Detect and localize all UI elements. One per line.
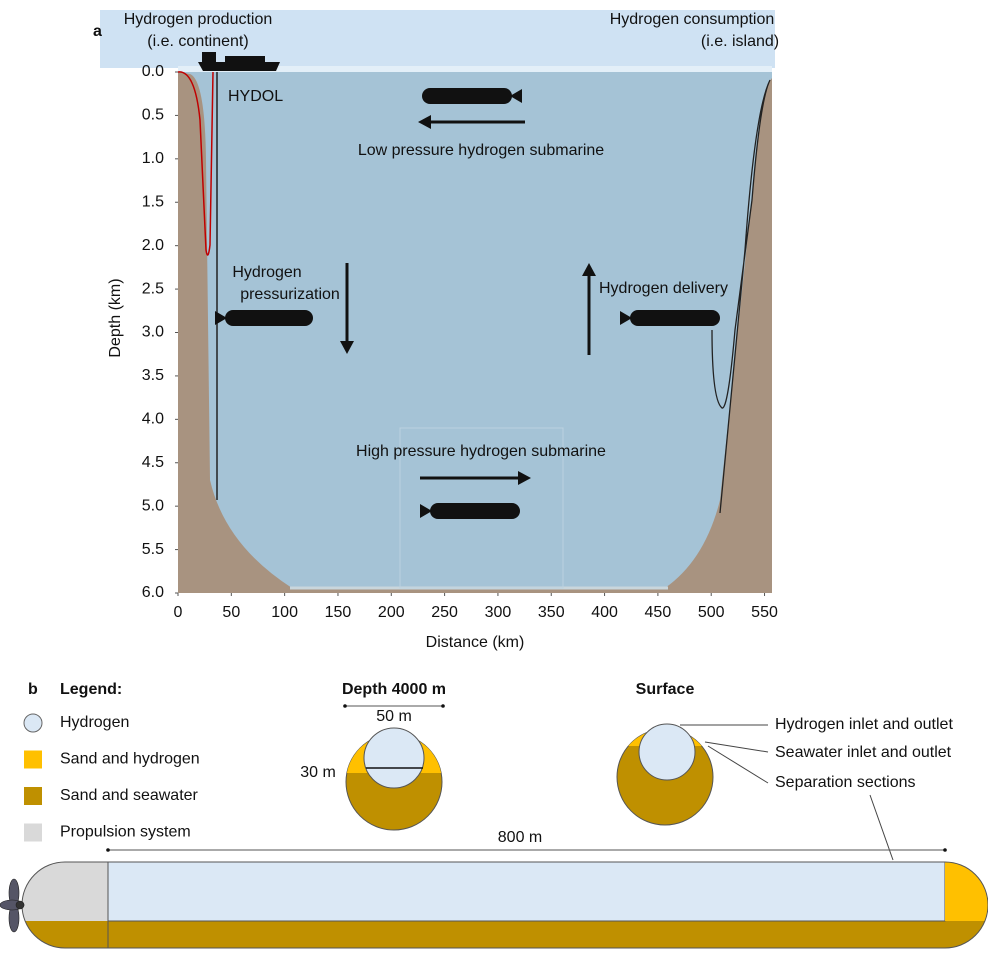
submarine-tail: [510, 89, 522, 103]
submarine: [630, 310, 720, 326]
right-profile: [711, 79, 771, 514]
annotation: Hydrogen: [232, 264, 301, 281]
arrows: [340, 115, 596, 485]
legend-title: Legend:: [60, 681, 122, 698]
right-title: (i.e. island): [701, 33, 779, 50]
surface-section: [616, 723, 894, 861]
y-axis-label: Depth (km): [107, 278, 124, 357]
x-tick-label: 400: [591, 604, 618, 621]
section-title: Depth 4000 m: [342, 681, 446, 698]
y-tick-label: 6.0: [142, 584, 164, 601]
x-axis-label: Distance (km): [426, 634, 525, 651]
legend-label: Propulsion system: [60, 824, 191, 841]
annotation: Separation sections: [775, 774, 916, 791]
dimension-label: 50 m: [376, 708, 412, 725]
submarine: [225, 310, 313, 326]
depth-section: [343, 704, 445, 831]
dimension-label: 30 m: [300, 764, 336, 781]
y-tick-label: 3.0: [142, 324, 164, 341]
legend-swatch: [24, 787, 42, 805]
section-title: Surface: [636, 681, 695, 698]
y-tick-label: 2.0: [142, 237, 164, 254]
annotation: High pressure hydrogen submarine: [356, 443, 606, 460]
dimension-label: 800 m: [498, 829, 542, 846]
legend-label: Sand and seawater: [60, 787, 199, 804]
annotation: Hydrogen inlet and outlet: [775, 716, 953, 733]
submarine-tail: [420, 504, 432, 518]
submarine: [422, 88, 512, 104]
legend-label: Hydrogen: [60, 714, 129, 731]
x-tick-label: 100: [271, 604, 298, 621]
y-tick-label: 0.0: [142, 63, 164, 80]
x-tick-label: 550: [751, 604, 778, 621]
ship: [198, 52, 280, 71]
submarine-section: [0, 848, 988, 949]
x-tick-label: 150: [325, 604, 352, 621]
y-tick-label: 0.5: [142, 107, 164, 124]
y-tick-label: 4.0: [142, 411, 164, 428]
submarine-tail: [215, 311, 227, 325]
annotation: Seawater inlet and outlet: [775, 744, 952, 761]
y-tick-label: 2.5: [142, 280, 164, 297]
annotation: Low pressure hydrogen submarine: [358, 142, 604, 159]
y-tick-label: 5.0: [142, 497, 164, 514]
submarine: [430, 503, 520, 519]
x-tick-label: 450: [645, 604, 672, 621]
frame: [399, 427, 564, 589]
surface: [178, 66, 772, 72]
x-tick-label: 50: [222, 604, 240, 621]
red-profile: [177, 71, 214, 256]
x-tick-label: 500: [698, 604, 725, 621]
x-tick-label: 300: [485, 604, 512, 621]
hydol-label: HYDOL: [228, 88, 283, 105]
panel-label: a: [93, 23, 102, 40]
left-title: Hydrogen production: [124, 11, 273, 28]
x-tick-label: 350: [538, 604, 565, 621]
legend-swatch: [23, 713, 43, 733]
y-tick-label: 1.0: [142, 150, 164, 167]
y-tick-label: 5.5: [142, 541, 164, 558]
legend-swatch: [24, 750, 42, 769]
annotation: Hydrogen delivery: [599, 280, 728, 297]
panel-label: b: [28, 681, 38, 698]
x-tick-label: 250: [431, 604, 458, 621]
legend-label: Sand and hydrogen: [60, 751, 200, 768]
sea: [178, 72, 772, 588]
legend-swatch: [24, 823, 42, 842]
right-title: Hydrogen consumption: [610, 11, 775, 28]
annotation: pressurization: [240, 286, 340, 303]
y-tick-label: 4.5: [142, 454, 164, 471]
y-tick-label: 1.5: [142, 193, 164, 210]
x-tick-label: 200: [378, 604, 405, 621]
left-title: (i.e. continent): [147, 33, 248, 50]
submarine-tail: [620, 311, 632, 325]
x-tick-label: 0: [174, 604, 183, 621]
y-tick-label: 3.5: [142, 367, 164, 384]
